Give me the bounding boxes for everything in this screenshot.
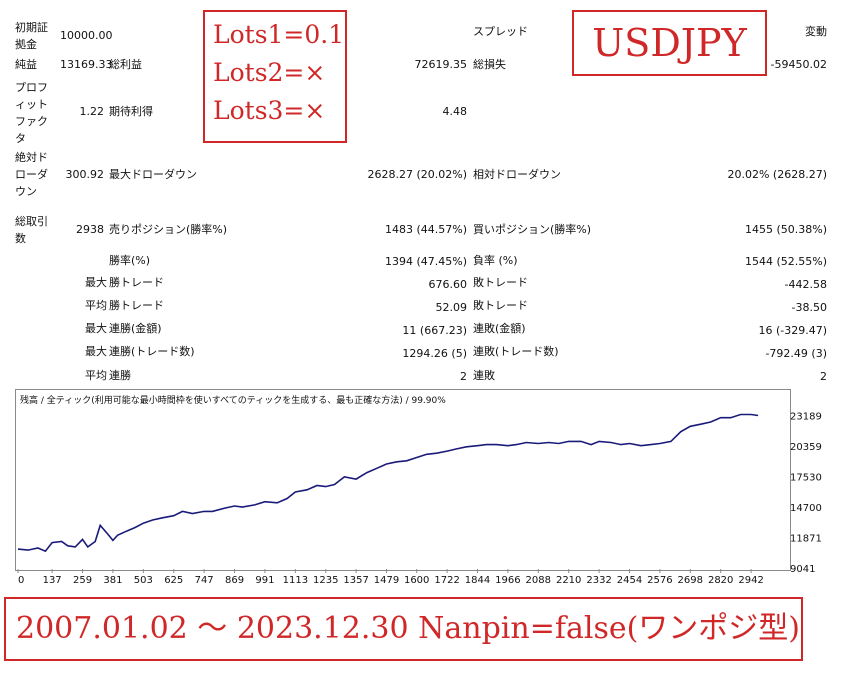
net-profit-value: 13169.33	[60, 58, 113, 71]
max-drawdown-value: 2628.27 (20.02%)	[367, 168, 467, 181]
x-tick-label: 259	[73, 575, 92, 586]
x-tick-label: 137	[43, 575, 62, 586]
stat-row-loss-value: 16 (-329.47)	[758, 324, 827, 337]
stat-row-win-value: 11 (667.23)	[402, 324, 467, 337]
max-drawdown-label: 最大ドローダウン	[109, 168, 197, 181]
profit-factor-value: 1.22	[79, 105, 105, 118]
stat-row-win-label: 連勝(金額)	[109, 322, 162, 335]
stat-row: 最大	[85, 274, 107, 291]
stat-row-loss-label: 連敗(トレード数)	[473, 345, 559, 358]
win-rate-label: 勝率(%)	[109, 254, 151, 267]
gross-profit-value: 72619.35	[414, 58, 468, 71]
x-tick-label: 2942	[738, 575, 763, 586]
x-tick-label: 2210	[556, 575, 581, 586]
y-tick-label: 14700	[790, 503, 822, 514]
x-tick-label: 381	[103, 575, 122, 586]
balance-chart-frame	[15, 389, 791, 571]
x-tick-label: 1600	[404, 575, 429, 586]
chart-header: 残高 / 全ティック(利用可能な最小時間枠を使いすべてのティックを生成する、最も…	[20, 394, 446, 406]
gross-profit-label: 総利益	[109, 58, 142, 71]
stat-row-prefix: 最大	[85, 345, 107, 358]
x-tick-label: 0	[18, 575, 24, 586]
stat-row-prefix: 平均	[85, 299, 107, 312]
net-profit-label: 純益	[15, 58, 37, 71]
stat-row-prefix: 最大	[85, 276, 107, 289]
total-trades-value: 2938	[76, 223, 104, 236]
lots-annotation: Lots1=0.1 Lots2=× Lots3=×	[203, 10, 347, 143]
y-tick-label: 17530	[790, 473, 822, 484]
stat-row-prefix: 平均	[85, 369, 107, 382]
x-tick-label: 869	[225, 575, 244, 586]
stat-row-win-label: 勝トレード	[109, 299, 164, 312]
gross-loss-value: -59450.02	[770, 58, 827, 71]
stat-row-loss-label: 敗トレード	[473, 276, 528, 289]
absolute-drawdown-label: 絶対ドローダウン	[15, 151, 48, 198]
x-tick-label: 747	[195, 575, 214, 586]
x-tick-label: 1357	[343, 575, 368, 586]
x-tick-label: 625	[164, 575, 183, 586]
stat-row-prefix: 最大	[85, 322, 107, 335]
x-tick-label: 1722	[434, 575, 459, 586]
y-tick-label: 20359	[790, 442, 822, 453]
stat-row-win-value: 676.60	[428, 278, 468, 291]
lots3-text: Lots3=×	[213, 96, 326, 125]
stat-row-loss-value: -38.50	[791, 301, 827, 314]
absolute-drawdown-value: 300.92	[65, 168, 105, 181]
stat-row-loss-value: -792.49 (3)	[765, 347, 827, 360]
expected-payoff-value: 4.48	[442, 105, 468, 118]
y-tick-label: 9041	[790, 564, 815, 575]
stat-row-win-label: 勝トレード	[109, 276, 164, 289]
initial-deposit-value: 10000.00	[60, 29, 113, 42]
x-tick-label: 2698	[678, 575, 703, 586]
loss-rate-value: 1544 (52.55%)	[744, 255, 827, 268]
x-tick-label: 1235	[313, 575, 338, 586]
short-positions-value: 1483 (44.57%)	[384, 223, 467, 236]
x-tick-label: 2088	[526, 575, 551, 586]
initial-deposit-label: 初期証拠金	[15, 21, 48, 51]
long-positions-value: 1455 (50.38%)	[744, 223, 827, 236]
relative-drawdown-label: 相対ドローダウン	[473, 168, 561, 181]
stat-row-loss-label: 敗トレード	[473, 299, 528, 312]
long-positions-label: 買いポジション(勝率%)	[473, 223, 592, 236]
spread-value: 変動	[805, 25, 827, 38]
spread-label: スプレッド	[473, 25, 528, 38]
y-tick-label: 11871	[790, 534, 822, 545]
x-tick-label: 2576	[647, 575, 672, 586]
stat-row-win-label: 連勝(トレード数)	[109, 345, 195, 358]
stat-row-win-value: 1294.26 (5)	[402, 347, 467, 360]
x-tick-label: 991	[255, 575, 274, 586]
lots1-text: Lots1=0.1	[213, 20, 345, 49]
stat-row-win-label: 連勝	[109, 369, 131, 382]
x-tick-label: 1113	[283, 575, 308, 586]
expected-payoff-label: 期待利得	[109, 105, 153, 118]
x-tick-label: 2454	[617, 575, 642, 586]
stat-row-loss-value: 2	[820, 370, 827, 383]
total-trades-label: 総取引数	[15, 215, 48, 245]
stat-row-win-value: 52.09	[435, 301, 468, 314]
x-tick-label: 1966	[495, 575, 520, 586]
lots2-text: Lots2=×	[213, 58, 326, 87]
x-tick-label: 1844	[465, 575, 490, 586]
relative-drawdown-value: 20.02% (2628.27)	[727, 168, 827, 181]
gross-loss-label: 総損失	[473, 58, 506, 71]
balance-series-line	[17, 413, 759, 553]
stat-row-loss-label: 連敗(金額)	[473, 322, 526, 335]
win-rate-value: 1394 (47.45%)	[384, 255, 467, 268]
short-positions-label: 売りポジション(勝率%)	[109, 223, 228, 236]
stat-row-loss-value: -442.58	[784, 278, 827, 291]
stat-row-win-value: 2	[460, 370, 467, 383]
symbol-annotation: USDJPY	[572, 10, 767, 76]
x-tick-label: 2820	[708, 575, 733, 586]
stat-row-loss-label: 連敗	[473, 369, 495, 382]
profit-factor-label: プロフィットファクタ	[15, 81, 48, 145]
balance-chart: 残高 / 全ティック(利用可能な最小時間枠を使いすべてのティックを生成する、最も…	[17, 394, 822, 586]
x-tick-label: 2332	[586, 575, 611, 586]
loss-rate-label: 負率 (%)	[473, 254, 518, 267]
period-annotation: 2007.01.02 ～ 2023.12.30 Nanpin=false(ワンポ…	[4, 597, 803, 661]
x-tick-label: 1479	[374, 575, 399, 586]
y-tick-label: 23189	[790, 412, 822, 423]
x-tick-label: 503	[134, 575, 153, 586]
